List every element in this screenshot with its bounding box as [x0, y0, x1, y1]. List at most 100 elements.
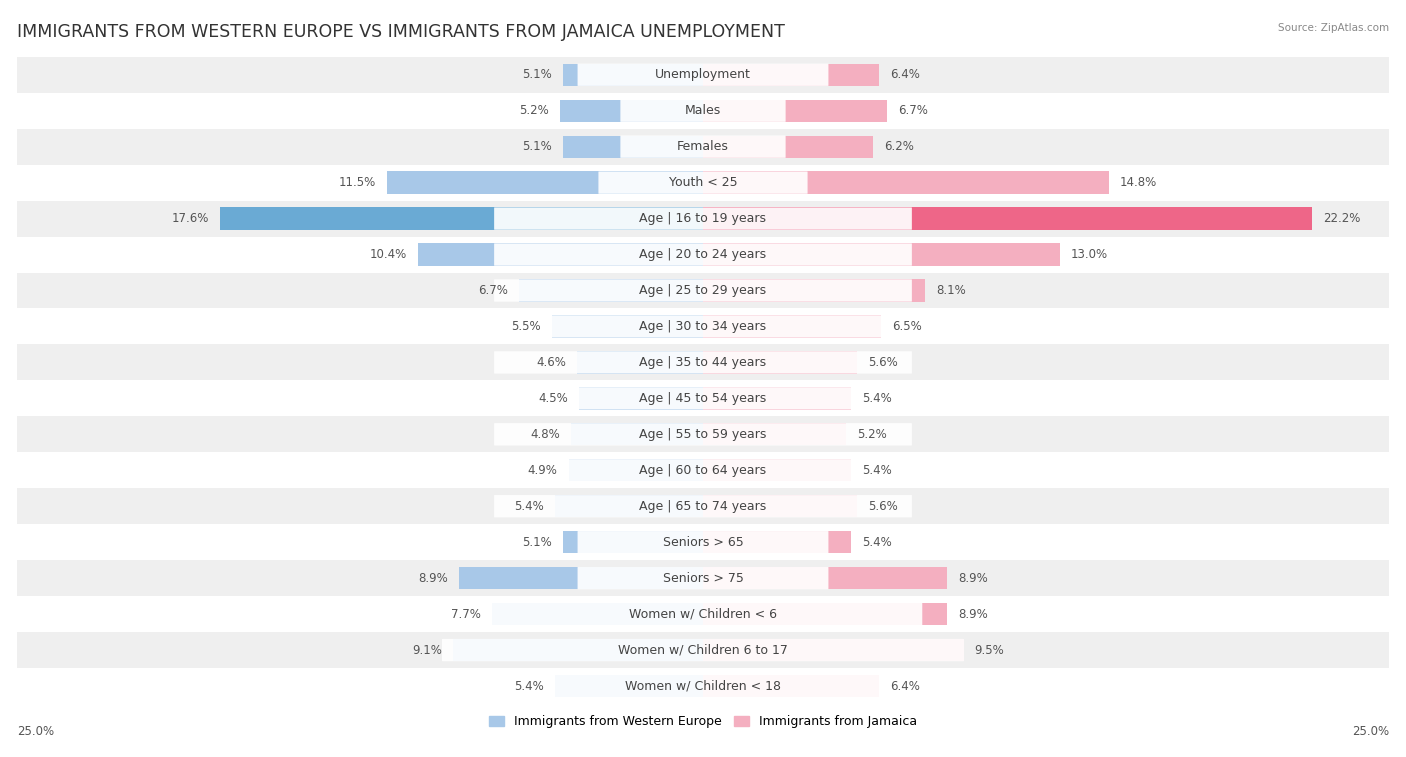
- FancyBboxPatch shape: [441, 639, 965, 661]
- Bar: [555, 675, 703, 697]
- FancyBboxPatch shape: [494, 316, 912, 338]
- Bar: [703, 531, 851, 553]
- Text: Age | 35 to 44 years: Age | 35 to 44 years: [640, 356, 766, 369]
- Bar: [560, 100, 703, 122]
- Text: 5.6%: 5.6%: [868, 500, 897, 512]
- Bar: [703, 136, 873, 157]
- Bar: [492, 603, 703, 625]
- Bar: [519, 279, 703, 301]
- Bar: [576, 351, 703, 373]
- Text: 8.9%: 8.9%: [959, 608, 988, 621]
- Text: 7.7%: 7.7%: [451, 608, 481, 621]
- Bar: [17, 632, 1389, 668]
- Text: 5.6%: 5.6%: [868, 356, 897, 369]
- Bar: [703, 279, 925, 301]
- FancyBboxPatch shape: [620, 136, 786, 157]
- Text: 5.4%: 5.4%: [862, 392, 891, 405]
- Text: IMMIGRANTS FROM WESTERN EUROPE VS IMMIGRANTS FROM JAMAICA UNEMPLOYMENT: IMMIGRANTS FROM WESTERN EUROPE VS IMMIGR…: [17, 23, 785, 41]
- Text: 17.6%: 17.6%: [172, 212, 209, 225]
- Text: Males: Males: [685, 104, 721, 117]
- Text: Age | 20 to 24 years: Age | 20 to 24 years: [640, 248, 766, 261]
- Text: 5.5%: 5.5%: [512, 320, 541, 333]
- FancyBboxPatch shape: [578, 531, 828, 553]
- Text: Age | 16 to 19 years: Age | 16 to 19 years: [640, 212, 766, 225]
- Legend: Immigrants from Western Europe, Immigrants from Jamaica: Immigrants from Western Europe, Immigran…: [484, 710, 922, 734]
- FancyBboxPatch shape: [578, 567, 828, 589]
- Bar: [562, 64, 703, 86]
- FancyBboxPatch shape: [494, 459, 912, 481]
- Bar: [418, 244, 703, 266]
- FancyBboxPatch shape: [494, 207, 912, 229]
- FancyBboxPatch shape: [620, 100, 786, 122]
- Text: 14.8%: 14.8%: [1121, 176, 1157, 189]
- Bar: [568, 459, 703, 481]
- Text: 9.5%: 9.5%: [974, 643, 1004, 656]
- Bar: [17, 597, 1389, 632]
- Bar: [562, 531, 703, 553]
- Bar: [17, 524, 1389, 560]
- Text: 4.5%: 4.5%: [538, 392, 568, 405]
- Text: Source: ZipAtlas.com: Source: ZipAtlas.com: [1278, 23, 1389, 33]
- FancyBboxPatch shape: [494, 495, 912, 517]
- Text: 5.4%: 5.4%: [862, 464, 891, 477]
- Bar: [17, 201, 1389, 236]
- Bar: [219, 207, 703, 229]
- Text: 5.2%: 5.2%: [520, 104, 550, 117]
- Bar: [17, 93, 1389, 129]
- Bar: [703, 316, 882, 338]
- Bar: [703, 351, 856, 373]
- Text: Unemployment: Unemployment: [655, 68, 751, 81]
- FancyBboxPatch shape: [494, 351, 912, 373]
- Text: Age | 60 to 64 years: Age | 60 to 64 years: [640, 464, 766, 477]
- Text: Seniors > 65: Seniors > 65: [662, 536, 744, 549]
- Text: 9.1%: 9.1%: [412, 643, 443, 656]
- Text: 6.4%: 6.4%: [890, 680, 920, 693]
- Text: 6.4%: 6.4%: [890, 68, 920, 81]
- Bar: [703, 675, 879, 697]
- Bar: [17, 344, 1389, 380]
- Bar: [17, 165, 1389, 201]
- Text: 5.1%: 5.1%: [522, 536, 553, 549]
- Bar: [17, 452, 1389, 488]
- Text: Youth < 25: Youth < 25: [669, 176, 737, 189]
- Bar: [458, 567, 703, 589]
- Text: 5.4%: 5.4%: [515, 680, 544, 693]
- Bar: [703, 64, 879, 86]
- Text: 5.2%: 5.2%: [856, 428, 886, 441]
- FancyBboxPatch shape: [599, 172, 807, 194]
- Bar: [17, 560, 1389, 597]
- Bar: [555, 495, 703, 517]
- Text: 5.1%: 5.1%: [522, 68, 553, 81]
- Bar: [17, 309, 1389, 344]
- Bar: [571, 423, 703, 445]
- FancyBboxPatch shape: [474, 675, 932, 697]
- Text: 4.6%: 4.6%: [536, 356, 565, 369]
- Text: Age | 65 to 74 years: Age | 65 to 74 years: [640, 500, 766, 512]
- Bar: [17, 129, 1389, 165]
- Text: 22.2%: 22.2%: [1323, 212, 1361, 225]
- Bar: [703, 423, 846, 445]
- Bar: [703, 207, 1312, 229]
- Text: 10.4%: 10.4%: [370, 248, 406, 261]
- Bar: [17, 380, 1389, 416]
- Text: 4.9%: 4.9%: [527, 464, 558, 477]
- Bar: [703, 172, 1109, 194]
- Text: 25.0%: 25.0%: [1353, 725, 1389, 738]
- Text: Women w/ Children 6 to 17: Women w/ Children 6 to 17: [619, 643, 787, 656]
- Bar: [388, 172, 703, 194]
- FancyBboxPatch shape: [494, 244, 912, 266]
- Bar: [17, 236, 1389, 273]
- Bar: [703, 567, 948, 589]
- Bar: [17, 273, 1389, 309]
- Text: Age | 30 to 34 years: Age | 30 to 34 years: [640, 320, 766, 333]
- Bar: [17, 416, 1389, 452]
- Text: 6.7%: 6.7%: [898, 104, 928, 117]
- Bar: [703, 100, 887, 122]
- Bar: [703, 495, 856, 517]
- FancyBboxPatch shape: [494, 279, 912, 301]
- Bar: [703, 603, 948, 625]
- Bar: [703, 244, 1060, 266]
- Bar: [703, 459, 851, 481]
- Text: 11.5%: 11.5%: [339, 176, 377, 189]
- Text: 6.7%: 6.7%: [478, 284, 508, 297]
